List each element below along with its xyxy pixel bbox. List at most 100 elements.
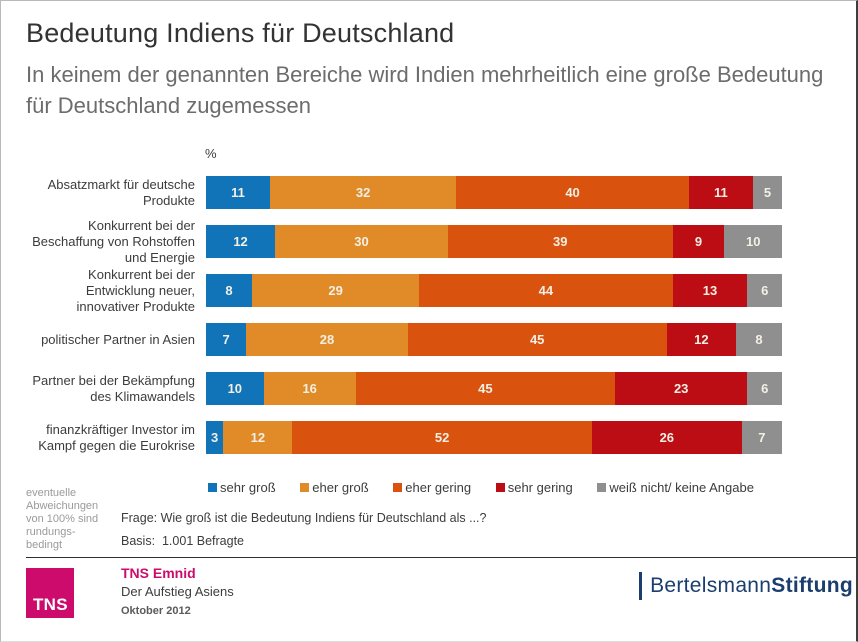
bar-track: 10 16 45 23 6 bbox=[206, 372, 782, 405]
bar-value-label: 26 bbox=[659, 430, 675, 445]
bar-segment: 8 bbox=[206, 274, 253, 307]
bar-segment: 23 bbox=[614, 372, 748, 405]
source-date: Oktober 2012 bbox=[121, 605, 191, 617]
row-label: Partner bei der Bekämpfung des Klimawand… bbox=[32, 372, 195, 404]
row-label: Konkurrent bei der Entwicklung neuer, in… bbox=[76, 266, 195, 314]
legend-item: sehr groß bbox=[208, 480, 276, 495]
source-name: TNS Emnid bbox=[121, 565, 196, 581]
bar-value-label: 11 bbox=[231, 185, 245, 200]
bar-segment: 7 bbox=[206, 323, 247, 356]
bar-value-label: 7 bbox=[222, 332, 230, 347]
bar-segment: 28 bbox=[246, 323, 408, 356]
bar-value-label: 12 bbox=[694, 332, 709, 347]
bar-segment: 16 bbox=[263, 372, 356, 405]
bar-value-label: 32 bbox=[355, 185, 371, 200]
bar-value-label: 12 bbox=[250, 430, 266, 445]
bar-segment: 11 bbox=[206, 176, 270, 209]
legend-label: weiß nicht/ keine Angabe bbox=[609, 480, 754, 495]
bar-value-label: 6 bbox=[761, 381, 769, 396]
legend: sehr groß eher groß eher gering sehr gering… bbox=[208, 480, 754, 495]
bar-segment: 12 bbox=[666, 323, 736, 356]
bar-segment: 10 bbox=[206, 372, 264, 405]
bar-value-label: 29 bbox=[328, 283, 343, 298]
footer-divider bbox=[26, 557, 856, 558]
bar-value-label: 39 bbox=[553, 234, 568, 249]
chart-row: finanzkräftiger Investor im Kampf gegen … bbox=[26, 421, 782, 454]
bar-value-label: 8 bbox=[755, 332, 763, 347]
chart-rows: Absatzmarkt für deutsche Produkte 11 32 40 1… bbox=[26, 176, 783, 470]
bar-track: 12 30 39 9 10 bbox=[206, 225, 782, 258]
bar-segment: 26 bbox=[591, 421, 742, 454]
bar-value-label: 10 bbox=[745, 234, 761, 249]
bar-value-label: 13 bbox=[702, 283, 718, 298]
bar-value-label: 9 bbox=[694, 234, 703, 249]
bar-value-label: 8 bbox=[225, 283, 233, 298]
bar-value-label: 30 bbox=[354, 234, 369, 249]
legend-label: eher groß bbox=[312, 480, 369, 495]
bar-value-label: 45 bbox=[478, 381, 493, 396]
question-note: Frage: Wie groß ist die Bedeutung Indien… bbox=[121, 511, 487, 525]
bar-segment: 30 bbox=[275, 225, 448, 258]
bar-segment: 52 bbox=[292, 421, 592, 454]
legend-label: sehr gering bbox=[507, 480, 573, 495]
legend-swatch-icon bbox=[208, 483, 217, 492]
bar-segment: 5 bbox=[752, 176, 783, 209]
basis-note: Basis: 1.001 Befragte bbox=[121, 534, 244, 548]
chart-row: politischer Partner in Asien 7 28 45 12 8 bbox=[26, 323, 782, 356]
legend-label: sehr groß bbox=[220, 480, 276, 495]
page-title: Bedeutung Indiens für Deutschland bbox=[26, 18, 455, 48]
bar-value-label: 40 bbox=[565, 185, 580, 200]
bar-segment: 45 bbox=[355, 372, 615, 405]
bar-value-label: 5 bbox=[763, 185, 772, 200]
rounding-note: eventuelle Abweichungen von 100% sind ru… bbox=[26, 487, 99, 551]
chart-row: Absatzmarkt für deutsche Produkte 11 32 40 1… bbox=[26, 176, 783, 209]
legend-label: eher gering bbox=[405, 480, 472, 495]
bar-track: 7 28 45 12 8 bbox=[206, 323, 782, 356]
bar-segment: 32 bbox=[270, 176, 457, 209]
bar-value-label: 11 bbox=[714, 185, 728, 200]
chart-row: Konkurrent bei der Entwicklung neuer, in… bbox=[26, 267, 782, 314]
bar-value-label: 6 bbox=[761, 283, 769, 298]
legend-swatch-icon bbox=[597, 483, 607, 492]
bar-value-label: 52 bbox=[434, 430, 450, 445]
bar-segment: 10 bbox=[724, 225, 782, 258]
bar-segment: 45 bbox=[407, 323, 667, 356]
bar-track: 11 32 40 11 5 bbox=[206, 176, 783, 209]
bar-value-label: 45 bbox=[529, 332, 545, 347]
chart-row: Partner bei der Bekämpfung des Klimawand… bbox=[26, 372, 782, 405]
bar-segment: 39 bbox=[447, 225, 673, 258]
bar-value-label: 23 bbox=[673, 381, 689, 396]
legend-item: eher groß bbox=[300, 480, 369, 495]
bar-segment: 6 bbox=[747, 372, 782, 405]
bar-segment: 9 bbox=[672, 225, 725, 258]
page-subtitle: In keinem der genannten Bereiche wird In… bbox=[26, 62, 824, 118]
legend-swatch-icon bbox=[495, 483, 505, 492]
bar-segment: 6 bbox=[747, 274, 782, 307]
brand-logo-text: BertelsmannStiftung bbox=[650, 574, 853, 598]
bar-segment: 44 bbox=[419, 274, 673, 307]
bar-segment: 7 bbox=[741, 421, 782, 454]
bar-value-label: 12 bbox=[233, 234, 248, 249]
brand-name-bold: Stiftung bbox=[771, 574, 853, 597]
bar-segment: 11 bbox=[688, 176, 753, 209]
bar-segment: 12 bbox=[223, 421, 293, 454]
bar-value-label: 16 bbox=[302, 381, 317, 396]
legend-item: sehr gering bbox=[495, 480, 573, 495]
source-study-title: Der Aufstieg Asiens bbox=[121, 584, 234, 599]
legend-swatch-icon bbox=[300, 483, 310, 492]
brand-name-regular: Bertelsmann bbox=[650, 574, 772, 597]
brand-logo-bar bbox=[639, 572, 643, 600]
axis-unit-label: % bbox=[205, 146, 217, 161]
chart-row: Konkurrent bei der Beschaffung von Rohst… bbox=[26, 218, 782, 265]
bar-segment: 12 bbox=[206, 225, 276, 258]
bar-segment: 3 bbox=[206, 421, 224, 454]
bar-track: 8 29 44 13 6 bbox=[206, 274, 782, 307]
legend-swatch-icon bbox=[393, 483, 403, 492]
legend-item: weiß nicht/ keine Angabe bbox=[597, 480, 754, 495]
tns-logo: TNS bbox=[26, 568, 74, 618]
bertelsmann-stiftung-logo: BertelsmannStiftung bbox=[639, 572, 853, 600]
row-label: finanzkräftiger Investor im Kampf gegen … bbox=[38, 421, 195, 453]
bar-segment: 8 bbox=[735, 323, 782, 356]
bar-segment: 29 bbox=[252, 274, 420, 307]
bar-value-label: 3 bbox=[211, 430, 219, 445]
